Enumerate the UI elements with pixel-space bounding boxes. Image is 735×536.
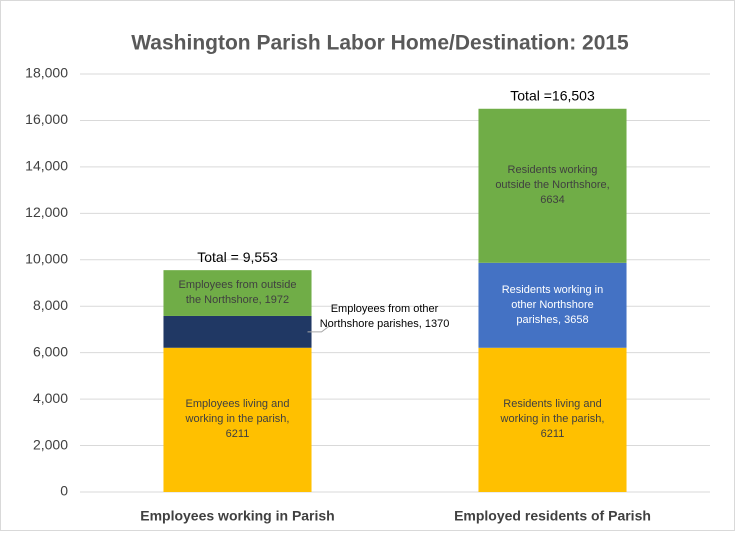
data-label: Residents working in other Northshore pa… bbox=[501, 283, 604, 326]
bar-segment bbox=[478, 347, 627, 492]
chart-title: Washington Parish Labor Home/Destination… bbox=[131, 32, 629, 55]
bar-segment bbox=[163, 270, 312, 316]
data-label-box: Residents working in other Northshore pa… bbox=[501, 283, 604, 326]
x-tick-label: Employees working in Parish bbox=[140, 508, 335, 524]
bar-segment bbox=[478, 262, 627, 348]
total-label: Total = 9,553 bbox=[197, 249, 278, 265]
bar-segment bbox=[163, 315, 312, 348]
data-label-box: Residents working outside the Northshore… bbox=[495, 164, 610, 207]
y-tick-label: 12,000 bbox=[25, 204, 68, 220]
data-label: Residents working outside the Northshore… bbox=[495, 164, 610, 207]
y-tick-label: 16,000 bbox=[25, 111, 68, 127]
y-tick-label: 2,000 bbox=[33, 436, 68, 452]
y-tick-label: 10,000 bbox=[25, 250, 68, 266]
y-tick-label: 14,000 bbox=[25, 158, 68, 174]
data-label: Employees from other Northshore parishes… bbox=[319, 302, 450, 330]
bar-segment bbox=[478, 108, 627, 263]
leader-line bbox=[307, 325, 330, 333]
y-tick-label: 0 bbox=[60, 483, 68, 499]
data-label-box: Residents living and working in the pari… bbox=[500, 398, 605, 441]
y-tick-label: 6,000 bbox=[33, 343, 68, 359]
data-label-box: Employees from outside the Northshore, 1… bbox=[178, 279, 297, 307]
x-tick-label: Employed residents of Parish bbox=[454, 508, 651, 524]
y-tick-label: 4,000 bbox=[33, 390, 68, 406]
y-tick-label: 8,000 bbox=[33, 297, 68, 313]
data-label-box: Employees from other Northshore parishes… bbox=[319, 302, 450, 330]
total-label: Total =16,503 bbox=[510, 87, 595, 103]
y-tick-label: 18,000 bbox=[25, 65, 68, 81]
data-label: Employees from outside the Northshore, 1… bbox=[178, 279, 297, 307]
data-label: Residents living and working in the pari… bbox=[500, 398, 605, 441]
data-label: Employees living and working in the pari… bbox=[185, 398, 290, 441]
bar-segment bbox=[163, 347, 312, 492]
data-label-box: Employees living and working in the pari… bbox=[185, 398, 290, 441]
